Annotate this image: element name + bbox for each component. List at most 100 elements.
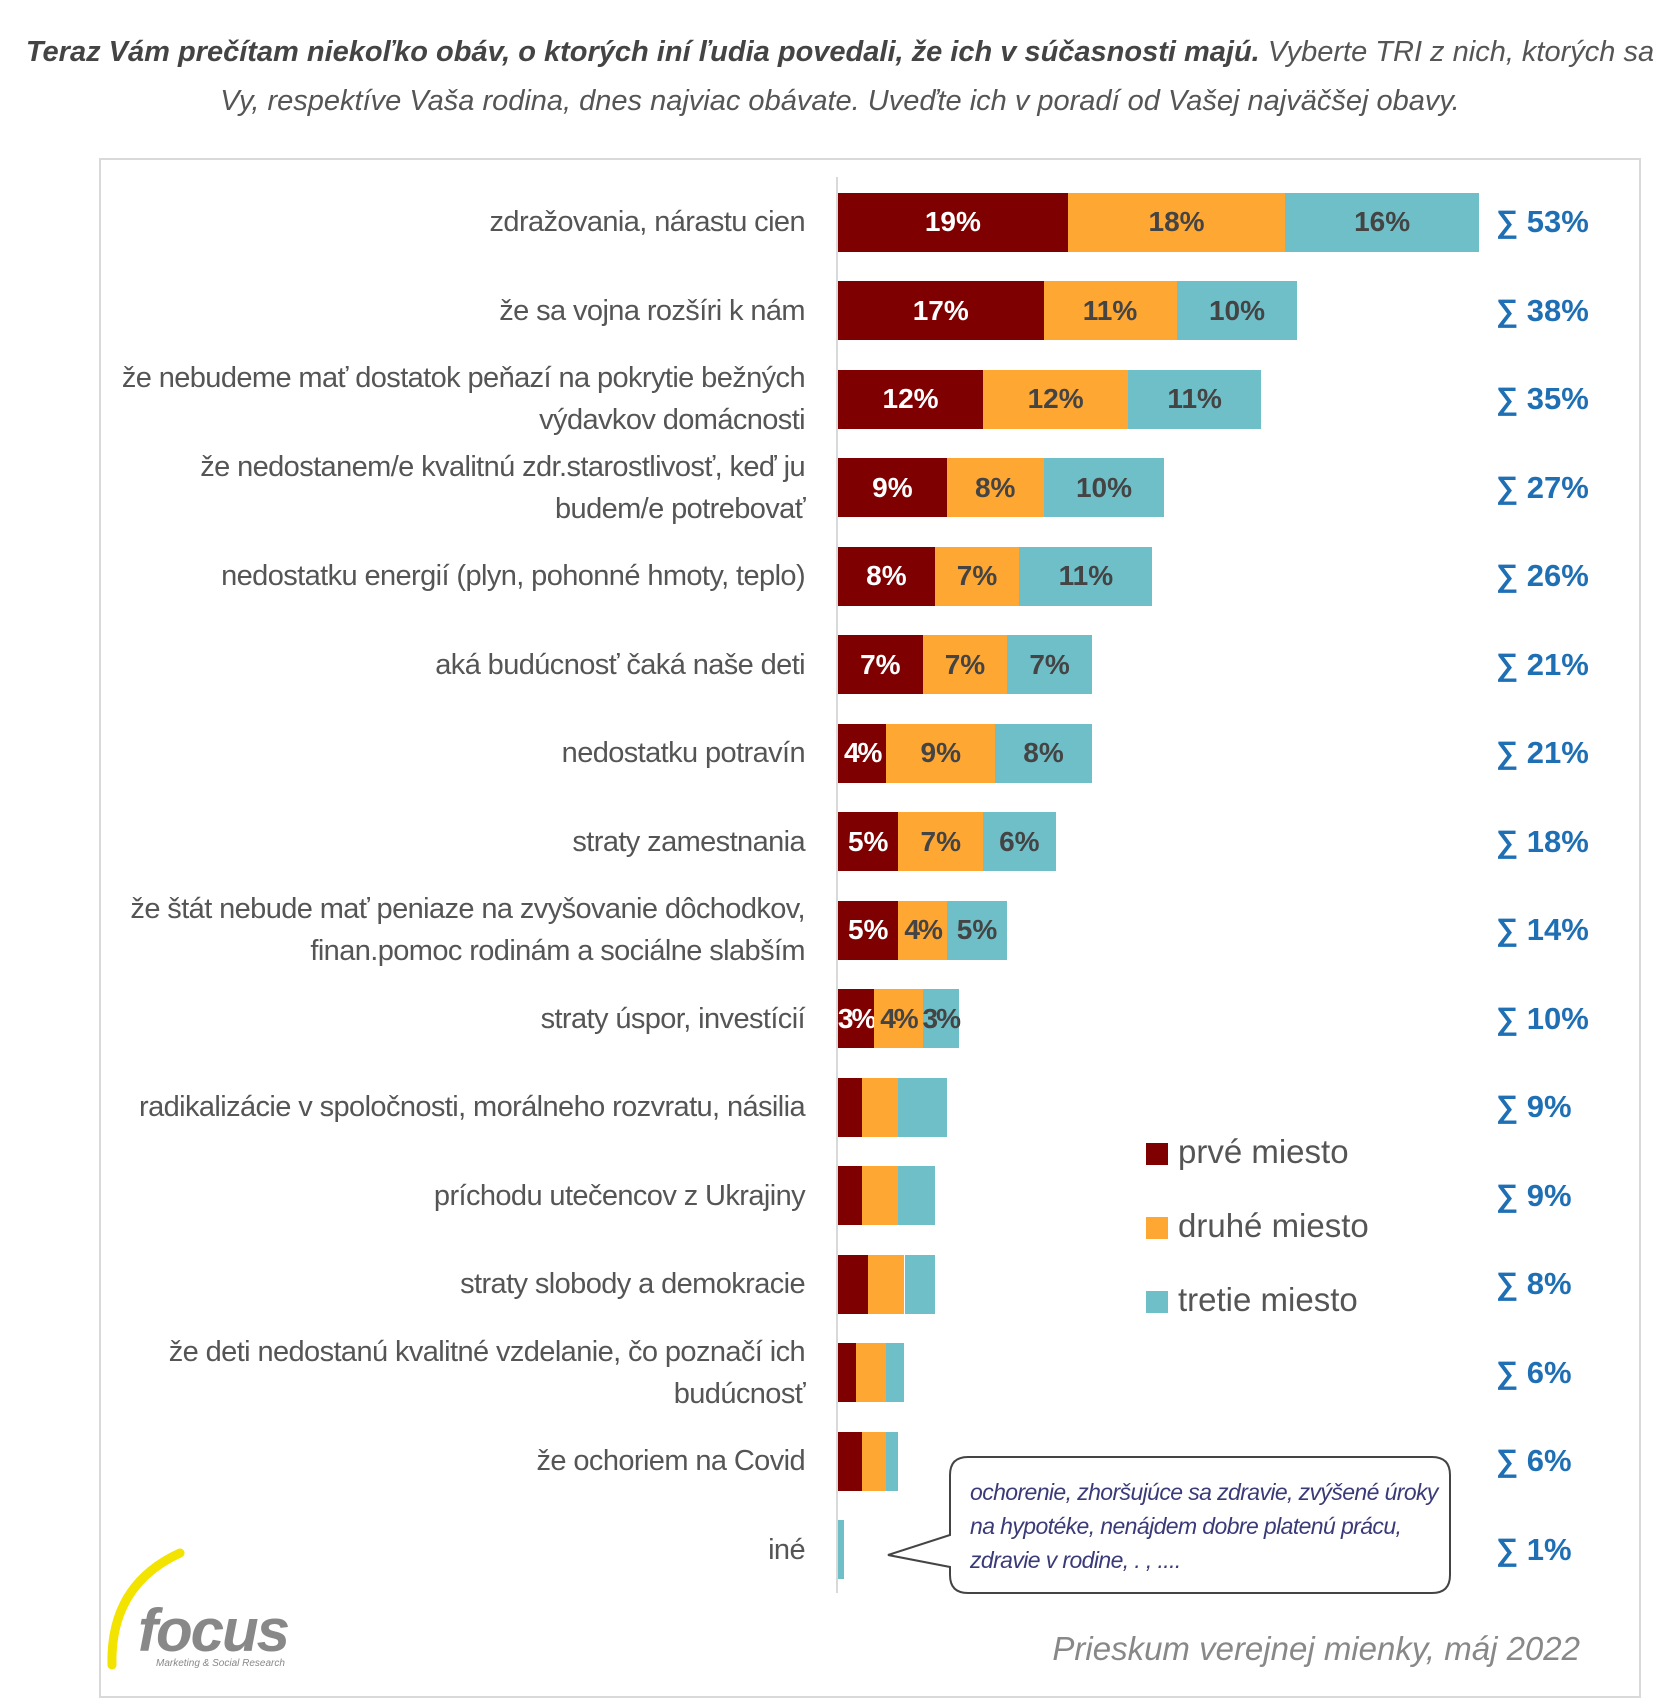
total-label: ∑ 14% bbox=[1496, 912, 1589, 947]
bar-segment bbox=[1019, 546, 1153, 606]
value-label: 10% bbox=[1208, 294, 1265, 326]
annotation: ochorenie, zhoršujúce sa zdravie, zvýšen… bbox=[970, 1479, 1438, 1573]
category-label: radikalizácie v spoločnosti, morálneho r… bbox=[139, 1091, 806, 1123]
legend-label: druhé miesto bbox=[1178, 1207, 1369, 1244]
bar-segment bbox=[868, 1254, 905, 1314]
category-label: straty úspor, investícií bbox=[540, 1002, 806, 1035]
value-label: 6% bbox=[999, 825, 1040, 857]
total-label: ∑ 26% bbox=[1496, 558, 1589, 593]
axis-line bbox=[836, 177, 838, 1593]
category-label: že deti nedostanú kvalitné vzdelanie, čo… bbox=[168, 1335, 806, 1410]
value-label: 5% bbox=[847, 914, 889, 945]
value-label: 10% bbox=[1075, 471, 1132, 503]
bar-segment bbox=[862, 1077, 899, 1137]
title: Teraz Vám prečítam niekoľko obáv, o ktor… bbox=[25, 36, 1260, 68]
logo-name: focus bbox=[138, 1597, 290, 1664]
value-label: 17% bbox=[912, 294, 969, 326]
value-label: 8% bbox=[974, 471, 1016, 503]
category-label: aká budúcnosť čaká naše deti bbox=[435, 648, 805, 681]
bar-segment bbox=[898, 1166, 935, 1225]
logo-arc bbox=[107, 1548, 185, 1670]
category-label: že nedostanem/e kvalitnú zdr.starostlivo… bbox=[200, 450, 805, 525]
bar-segment bbox=[995, 723, 1092, 783]
bar-segment bbox=[1067, 192, 1286, 252]
category-label: že ochoriem na Covid bbox=[536, 1445, 806, 1477]
bar-segment bbox=[946, 900, 1008, 960]
bar-segment bbox=[886, 723, 996, 783]
category-label: zdražovania, nárastu cien bbox=[489, 206, 806, 238]
value-label: 11% bbox=[1058, 560, 1114, 591]
bar-segment bbox=[898, 812, 984, 871]
bar-segment bbox=[886, 1431, 899, 1491]
total-label: ∑ 21% bbox=[1496, 646, 1589, 682]
bar-segment bbox=[838, 1254, 869, 1314]
bar-segment bbox=[838, 900, 899, 960]
bar-segment bbox=[898, 900, 947, 960]
total-label: ∑ 38% bbox=[1496, 292, 1589, 328]
bar-segment bbox=[862, 1166, 899, 1225]
total-label: ∑ 35% bbox=[1496, 381, 1589, 416]
value-label: 8% bbox=[1023, 737, 1064, 768]
bar-segment bbox=[838, 458, 947, 517]
legend-swatch bbox=[1146, 1291, 1168, 1313]
total-label: ∑ 6% bbox=[1496, 1354, 1572, 1390]
category-label: straty slobody a demokracie bbox=[460, 1268, 805, 1300]
bar-segment bbox=[1043, 458, 1165, 517]
bar-segment bbox=[838, 546, 935, 606]
callout-shape bbox=[887, 1456, 1451, 1594]
value-label: 3% bbox=[922, 1002, 961, 1034]
value-label: 16% bbox=[1354, 206, 1411, 237]
bar-segment bbox=[838, 192, 1068, 252]
bar-segment bbox=[856, 1343, 887, 1402]
total-label: ∑ 8% bbox=[1496, 1266, 1572, 1301]
value-label: 7% bbox=[1029, 648, 1070, 680]
bar-segment bbox=[904, 1254, 935, 1314]
subtitle: Vyberte TRI z nich, ktorých sa Vy, respe… bbox=[220, 36, 1655, 117]
category-label: iné bbox=[768, 1533, 806, 1566]
bar-segment bbox=[1128, 369, 1262, 429]
bar-segment bbox=[838, 369, 984, 429]
legend-label: prvé miesto bbox=[1178, 1133, 1349, 1170]
value-label: 9% bbox=[872, 471, 913, 503]
bar-segment bbox=[838, 281, 1044, 340]
bar-segment bbox=[1285, 192, 1479, 252]
value-label: 7% bbox=[944, 648, 986, 680]
category-label: nedostatku energií (plyn, pohonné hmoty,… bbox=[221, 560, 805, 592]
total-label: ∑ 1% bbox=[1496, 1531, 1572, 1567]
bar-segment bbox=[922, 635, 1008, 694]
bar-segment bbox=[838, 812, 899, 871]
category-label: že sa vojna rozšíri k nám bbox=[499, 294, 805, 327]
bar-segment bbox=[874, 989, 923, 1048]
legend-swatch bbox=[1146, 1217, 1168, 1239]
bar-segment bbox=[838, 635, 923, 694]
bar-segment bbox=[1043, 281, 1177, 340]
bar-segment bbox=[838, 1343, 857, 1402]
bar-segment bbox=[838, 989, 875, 1048]
legend-label: tretie miesto bbox=[1178, 1281, 1358, 1318]
bar-segment bbox=[838, 723, 887, 783]
value-label: 9% bbox=[920, 737, 961, 768]
footer: Prieskum verejnej mienky, máj 2022 bbox=[1052, 1630, 1580, 1667]
value-label: 4% bbox=[880, 1002, 918, 1034]
value-label: 7% bbox=[860, 648, 901, 680]
total-label: ∑ 9% bbox=[1496, 1089, 1572, 1124]
bar-segment bbox=[922, 989, 959, 1048]
logo-tagline: Marketing & Social Research bbox=[156, 1658, 285, 1669]
bar-segment bbox=[934, 546, 1020, 606]
total-label: ∑ 10% bbox=[1496, 1000, 1589, 1036]
value-label: 11% bbox=[1167, 383, 1222, 414]
value-label: 4% bbox=[843, 737, 882, 768]
bar-segment bbox=[983, 812, 1056, 871]
logo-swoosh bbox=[107, 1548, 185, 1670]
legend-swatch bbox=[1146, 1143, 1168, 1165]
category-label: príchodu utečencov z Ukrajiny bbox=[433, 1179, 806, 1212]
value-label: 8% bbox=[866, 560, 907, 591]
category-label: že štát nebude mať peniaze na zvyšovanie… bbox=[130, 893, 805, 967]
total-label: ∑ 27% bbox=[1496, 469, 1589, 505]
value-label: 5% bbox=[956, 914, 998, 945]
value-label: 18% bbox=[1148, 206, 1205, 237]
bar-segment bbox=[838, 1166, 863, 1225]
bar-segment bbox=[1176, 281, 1298, 340]
category-label: nedostatku potravín bbox=[561, 737, 806, 769]
total-label: ∑ 21% bbox=[1496, 735, 1589, 770]
